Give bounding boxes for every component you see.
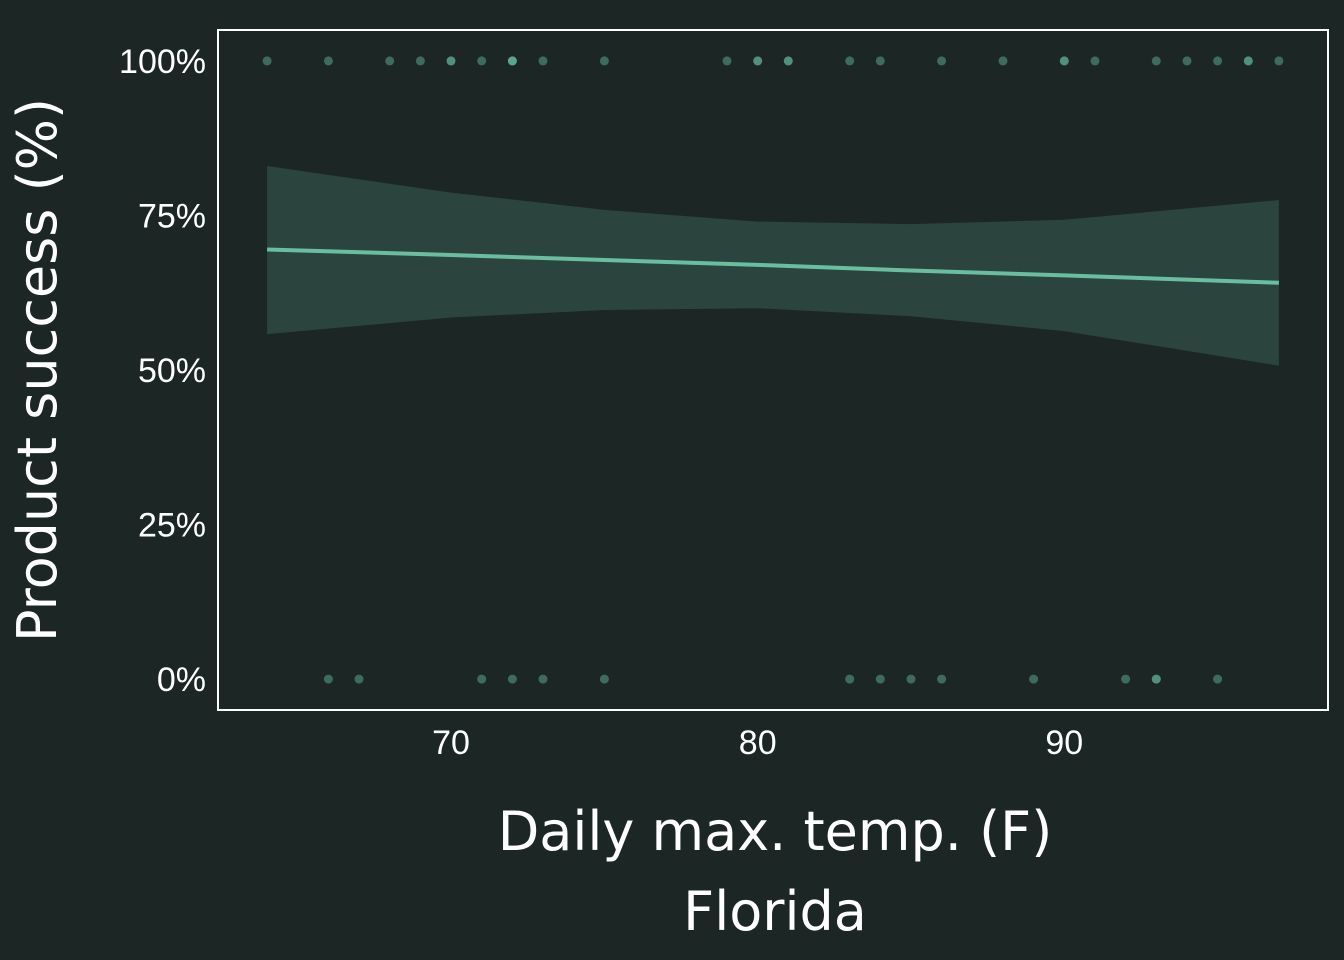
data-point	[1059, 56, 1069, 66]
data-point	[1243, 56, 1253, 66]
data-point	[446, 56, 456, 66]
y-axis-ticks: 0% 25% 50% 75% 100%	[119, 43, 206, 699]
data-point	[1121, 674, 1131, 684]
x-axis-title: Daily max. temp. (F)	[498, 800, 1053, 863]
data-point	[937, 674, 947, 684]
data-point	[354, 674, 364, 684]
data-point	[1151, 56, 1161, 66]
data-point	[262, 56, 272, 66]
data-point	[1151, 674, 1161, 684]
data-point	[783, 56, 793, 66]
data-point	[538, 674, 548, 684]
data-point	[477, 56, 487, 66]
data-point	[323, 674, 333, 684]
data-point	[875, 56, 885, 66]
y-tick-label: 50%	[138, 352, 206, 390]
data-point	[1243, 56, 1253, 66]
data-point	[1029, 674, 1039, 684]
data-point	[845, 56, 855, 66]
x-tick-label: 90	[1045, 724, 1083, 762]
data-point	[1213, 56, 1223, 66]
plot-panel	[217, 29, 1329, 711]
points-layer	[262, 56, 1284, 684]
data-point	[753, 56, 763, 66]
y-tick-label: 25%	[138, 507, 206, 545]
data-point	[477, 674, 487, 684]
data-point	[1182, 56, 1192, 66]
data-point	[875, 674, 885, 684]
data-point	[599, 674, 609, 684]
data-point	[906, 674, 916, 684]
y-tick-label: 0%	[157, 661, 206, 699]
x-tick-label: 70	[432, 724, 470, 762]
data-point	[415, 56, 425, 66]
data-point	[446, 56, 456, 66]
x-tick-label: 80	[739, 724, 777, 762]
data-point	[783, 56, 793, 66]
data-point	[507, 674, 517, 684]
data-point	[845, 674, 855, 684]
y-tick-label: 75%	[138, 198, 206, 236]
data-point	[1090, 56, 1100, 66]
data-point	[937, 56, 947, 66]
data-point	[1213, 674, 1223, 684]
data-point	[599, 56, 609, 66]
data-point	[1151, 674, 1161, 684]
fit-line	[267, 247, 1279, 285]
data-point	[385, 56, 395, 66]
data-point	[323, 56, 333, 66]
fit-line-layer	[267, 247, 1279, 285]
data-point	[722, 56, 732, 66]
data-point	[538, 56, 548, 66]
x-axis-ticks: 70 80 90	[432, 724, 1083, 762]
data-point	[998, 56, 1008, 66]
y-tick-label: 100%	[119, 43, 206, 81]
data-point	[753, 56, 763, 66]
data-point	[1059, 56, 1069, 66]
data-point	[1274, 56, 1284, 66]
data-point	[507, 56, 517, 66]
chart-subtitle: Florida	[683, 880, 867, 943]
data-point	[507, 56, 517, 66]
y-axis-title: Product success (%)	[6, 98, 69, 642]
data-point	[507, 56, 517, 66]
